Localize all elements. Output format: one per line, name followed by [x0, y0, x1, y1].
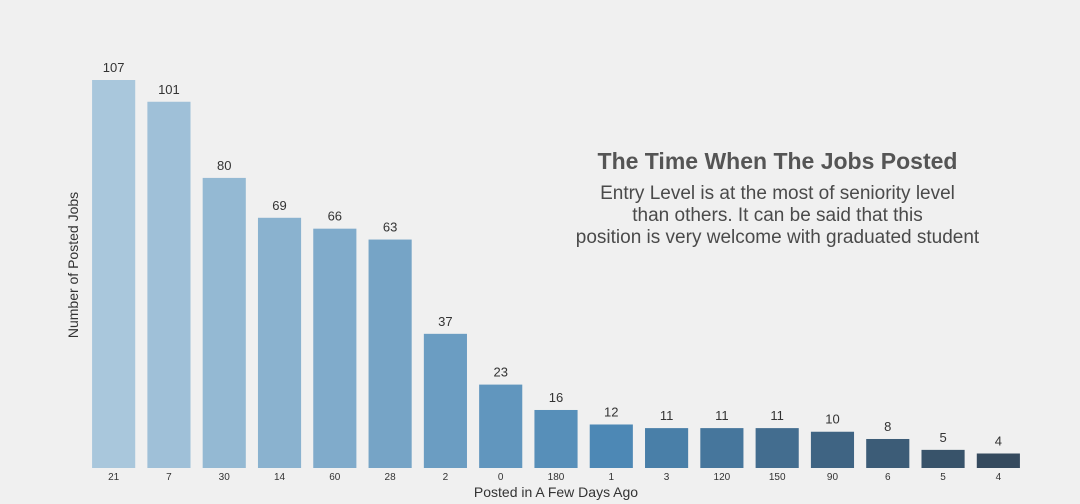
bar: [589, 424, 633, 468]
bar-value-label: 66: [328, 209, 342, 224]
bar: [534, 409, 578, 468]
annotation-body: Entry Level is at the most of seniority …: [555, 183, 1000, 249]
bar-value-label: 107: [103, 60, 125, 75]
x-tick-label: 5: [940, 472, 946, 483]
x-tick-label: 2: [443, 472, 449, 483]
annotation-line: than others. It can be said that this: [632, 205, 923, 226]
bar: [423, 333, 467, 468]
bar: [368, 239, 412, 468]
x-tick-label: 21: [108, 472, 120, 483]
x-tick-label: 120: [714, 472, 731, 483]
bar-value-label: 80: [217, 158, 231, 173]
bar-value-label: 4: [995, 434, 1002, 449]
x-tick-label: 90: [827, 472, 839, 483]
bar-value-label: 12: [604, 404, 618, 419]
bar-value-label: 101: [158, 82, 180, 97]
x-tick-label: 180: [548, 472, 565, 483]
bar: [202, 177, 246, 468]
x-tick-label: 4: [996, 472, 1002, 483]
bar: [866, 438, 910, 468]
bar-value-label: 63: [383, 220, 397, 235]
x-tick-label: 150: [769, 472, 786, 483]
x-tick-label: 60: [329, 472, 341, 483]
bar-value-label: 11: [660, 408, 674, 423]
bar-value-label: 69: [272, 198, 286, 213]
bar-value-label: 37: [438, 314, 452, 329]
bar: [257, 217, 302, 468]
bar-value-label: 5: [939, 430, 946, 445]
bar: [92, 80, 136, 468]
bar-value-label: 8: [884, 419, 891, 434]
x-tick-label: 1: [609, 472, 615, 483]
x-axis-label: Posted in A Few Days Ago: [474, 484, 638, 500]
x-ticks-layer: 21 7 30 14 60 28 2 0 180 1 3 120 150 90 6 5 4: [108, 472, 1001, 483]
x-tick-label: 28: [385, 472, 397, 483]
bar: [921, 449, 965, 468]
annotation-line: position is very welcome with graduated …: [575, 227, 980, 248]
bar: [313, 228, 357, 468]
x-tick-label: 7: [166, 472, 172, 483]
value-labels-layer: 107 101 80 69 66 63 37 23 16 12 11 11 11 10 8 5 4: [103, 60, 1002, 449]
bar: [810, 431, 855, 468]
bar-value-label: 23: [493, 365, 507, 380]
annotation-line: Entry Level is at the most of seniority …: [600, 183, 955, 204]
chart-annotation: The Time When The Jobs Posted Entry Leve…: [555, 146, 1000, 249]
y-axis-label: Number of Posted Jobs: [65, 192, 81, 338]
bar: [147, 101, 191, 468]
x-tick-label: 3: [664, 472, 670, 483]
x-tick-label: 0: [498, 472, 504, 483]
bar: [755, 428, 799, 468]
bar: [645, 428, 689, 468]
bar: [976, 453, 1020, 468]
bar-value-label: 11: [770, 408, 784, 423]
x-tick-label: 14: [274, 472, 286, 483]
bar-value-label: 16: [549, 390, 563, 405]
bars-layer: [92, 80, 1020, 468]
annotation-title: The Time When The Jobs Posted: [597, 148, 958, 174]
bar-value-label: 10: [825, 412, 839, 427]
bar: [479, 384, 523, 468]
bar-value-label: 11: [715, 408, 729, 423]
x-tick-label: 30: [219, 472, 231, 483]
bar: [700, 428, 744, 468]
x-tick-label: 6: [885, 472, 891, 483]
